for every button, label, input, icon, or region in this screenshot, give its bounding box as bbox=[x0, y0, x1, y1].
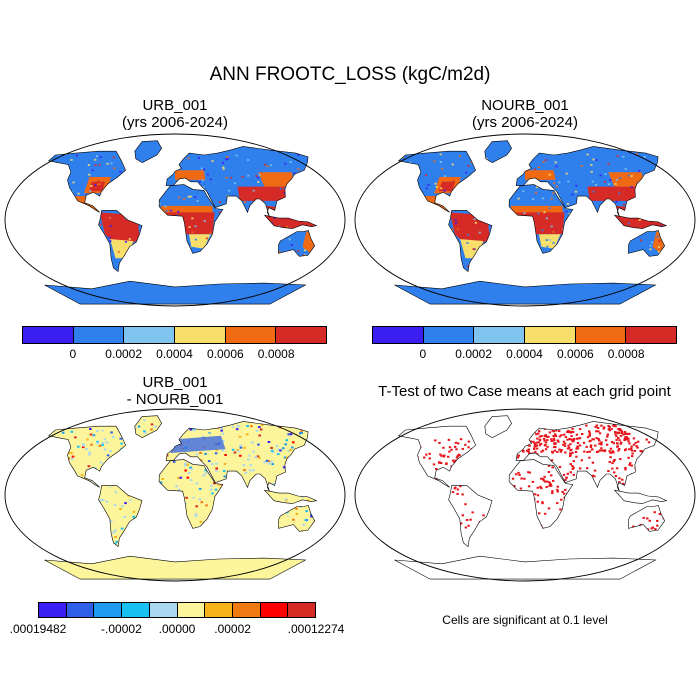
colorbar-tick-label: .00019482 bbox=[9, 622, 67, 636]
colorbar-tick-label: 0.0008 bbox=[607, 347, 645, 361]
colorbar-swatch bbox=[525, 327, 576, 343]
significance-note: Cells are significant at 0.1 level bbox=[442, 613, 608, 627]
colorbar-tick-label: .00000 bbox=[158, 622, 196, 636]
colorbar-swatch bbox=[575, 327, 627, 343]
colorbar-tick-label: 0.0002 bbox=[455, 347, 493, 361]
map-diff bbox=[4, 408, 346, 582]
colorbar-tick-label: 0.0004 bbox=[156, 347, 193, 361]
map-ttest bbox=[354, 408, 696, 582]
colorbar-swatch bbox=[39, 603, 67, 617]
colorbar-tick-label: .00002 bbox=[214, 622, 251, 636]
colorbar-nourb bbox=[372, 326, 677, 344]
colorbar-swatch bbox=[225, 327, 277, 343]
colorbar-swatch bbox=[122, 603, 150, 617]
colorbar-diff bbox=[38, 602, 316, 618]
colorbar-tick-label: 0.0006 bbox=[206, 347, 244, 361]
colorbar-swatch bbox=[474, 327, 526, 343]
colorbar-urb bbox=[22, 326, 327, 344]
colorbar-swatch bbox=[260, 603, 289, 617]
panel-title-diff: URB_001 - NOURB_001 bbox=[126, 374, 224, 408]
colorbar-swatch bbox=[94, 603, 123, 617]
colorbar-swatch bbox=[73, 327, 125, 343]
colorbar-tick-label: 0 bbox=[69, 347, 77, 361]
colorbar-tick-label: 0 bbox=[419, 347, 427, 361]
colorbar-swatch bbox=[175, 327, 226, 343]
colorbar-swatch bbox=[423, 327, 475, 343]
main-title: ANN FROOTC_LOSS (kgC/m2d) bbox=[209, 64, 491, 85]
colorbar-swatch bbox=[626, 327, 677, 343]
colorbar-swatch bbox=[276, 327, 327, 343]
map-nourb bbox=[354, 133, 696, 307]
colorbar-tick-label: .00012274 bbox=[287, 622, 345, 636]
colorbar-tick-label: 0.0002 bbox=[105, 347, 143, 361]
colorbar-swatch bbox=[23, 327, 74, 343]
colorbar-swatch bbox=[373, 327, 424, 343]
colorbar-tick-label: 0.0006 bbox=[556, 347, 594, 361]
panel-title-ttest: T-Test of two Case means at each grid po… bbox=[378, 383, 671, 400]
panel-title-urb: URB_001 (yrs 2006-2024) bbox=[122, 97, 228, 131]
colorbar-swatch bbox=[124, 327, 176, 343]
colorbar-swatch bbox=[232, 603, 261, 617]
colorbar-swatch bbox=[205, 603, 233, 617]
colorbar-swatch bbox=[66, 603, 95, 617]
colorbar-tick-label: -.00002 bbox=[101, 622, 142, 636]
colorbar-swatch bbox=[177, 603, 206, 617]
panel-title-nourb: NOURB_001 (yrs 2006-2024) bbox=[472, 97, 578, 131]
colorbar-swatch bbox=[288, 603, 316, 617]
map-urb bbox=[4, 133, 346, 307]
colorbar-tick-label: 0.0004 bbox=[506, 347, 543, 361]
colorbar-tick-label: 0.0008 bbox=[257, 347, 295, 361]
colorbar-swatch bbox=[149, 603, 178, 617]
